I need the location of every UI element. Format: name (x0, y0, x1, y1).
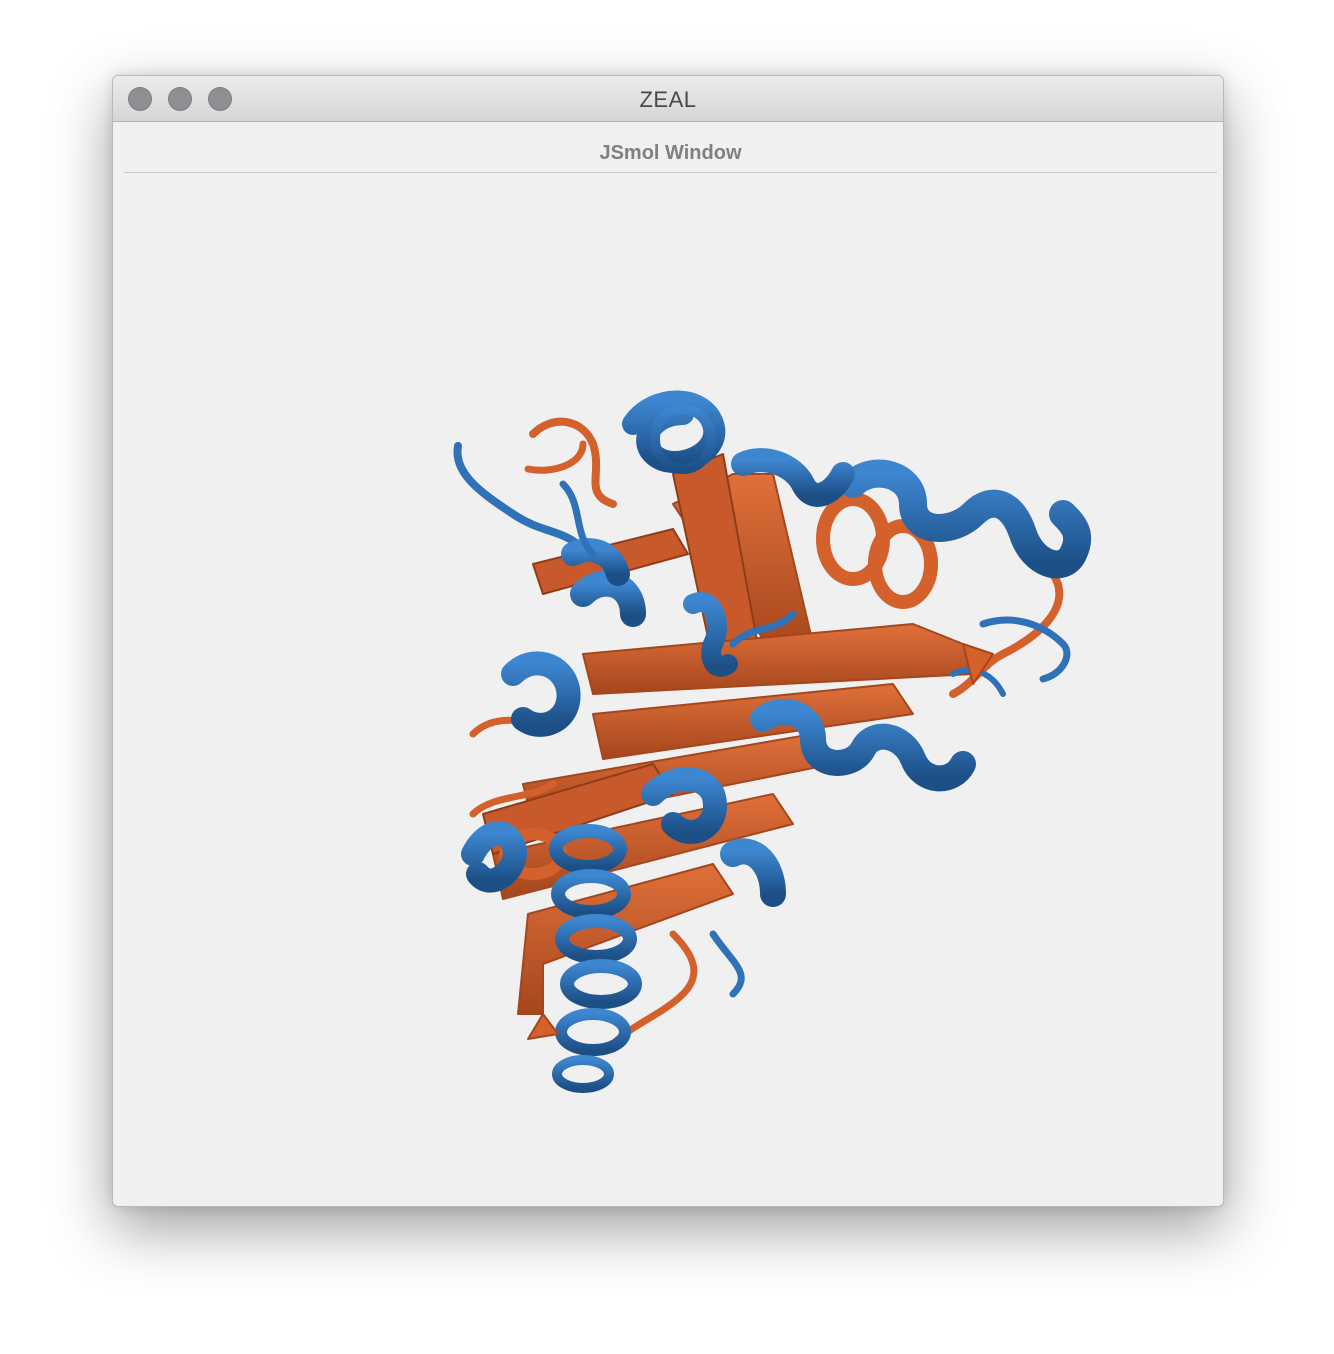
jsmol-viewer[interactable] (113, 174, 1223, 1204)
helix-turn (560, 959, 642, 1009)
title-bar[interactable]: ZEAL (113, 76, 1223, 122)
alpha-helix (622, 390, 726, 474)
coil-loop (524, 440, 587, 474)
coil-loop (729, 610, 797, 648)
strand-arrow (962, 643, 994, 685)
alpha-helix (839, 459, 1092, 579)
alpha-helix (683, 592, 738, 677)
helix-turn (555, 914, 637, 964)
alpha-helix (720, 838, 786, 907)
protein-cartoon[interactable] (113, 174, 1223, 1204)
alpha-helix (750, 699, 976, 792)
coil-loop (709, 930, 745, 998)
alpha-helix (570, 570, 646, 627)
coil-loop (469, 780, 557, 818)
strand-arrow (527, 1013, 559, 1040)
coil-n-terminus (453, 442, 587, 553)
panel-title: JSmol Window (124, 122, 1217, 173)
helix-turn (650, 404, 716, 474)
helix-turn (551, 869, 631, 919)
window-title: ZEAL (639, 87, 697, 112)
coil-loop (559, 480, 597, 558)
alpha-helix (731, 448, 855, 507)
alpha-helix (561, 538, 630, 586)
alpha-helix (461, 821, 527, 893)
helix-turn (549, 824, 627, 874)
minimize-button[interactable] (168, 87, 192, 111)
alpha-helix (641, 767, 727, 844)
close-button[interactable] (128, 87, 152, 111)
helix-turn (868, 519, 938, 609)
helix-turn (555, 1008, 631, 1056)
coil-loop (950, 667, 1006, 697)
helix-turn (552, 1055, 614, 1093)
app-window: ZEAL JSmol Window (112, 75, 1224, 1207)
window-content: JSmol Window (113, 122, 1223, 1206)
coil-loop (979, 616, 1071, 683)
coil-loop (609, 930, 698, 1048)
molecule-group (453, 390, 1092, 1093)
alpha-helix (501, 651, 581, 737)
coil-loop (529, 417, 617, 508)
beta-strand (517, 863, 734, 1015)
zoom-button[interactable] (208, 87, 232, 111)
